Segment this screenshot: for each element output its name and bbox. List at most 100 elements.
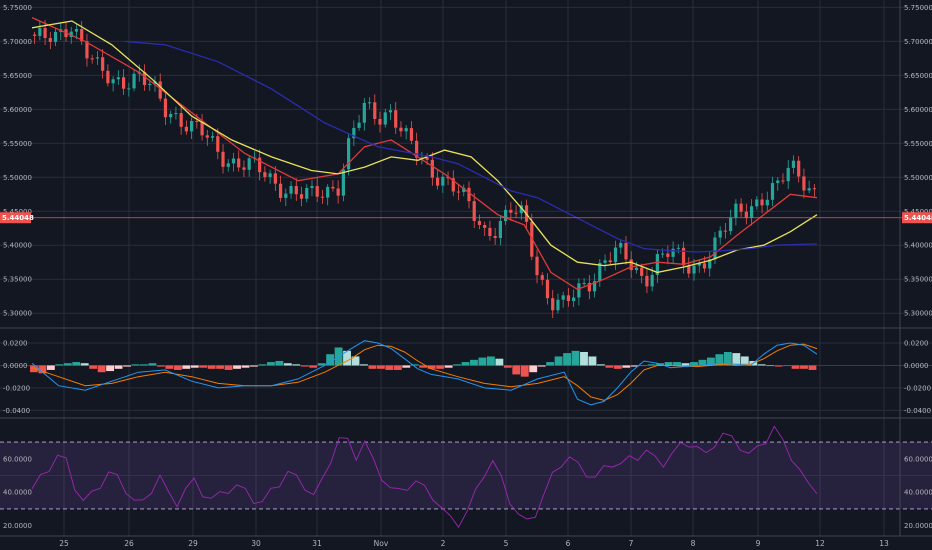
- candle-body: [446, 176, 450, 179]
- rsi-tick-label: 40.0000: [3, 489, 32, 497]
- candle-body: [95, 57, 100, 59]
- candle-body: [493, 235, 497, 238]
- macd-histogram-bar: [402, 365, 411, 368]
- candle-body: [477, 220, 482, 225]
- candle-body: [221, 151, 225, 167]
- price-panel[interactable]: [0, 17, 932, 318]
- date-tick-label: Nov: [374, 539, 389, 548]
- moving-average-line: [125, 40, 818, 253]
- macd-histogram-bar: [723, 351, 732, 366]
- candle-body: [347, 138, 351, 170]
- date-tick-label: 26: [124, 539, 134, 548]
- macd-histogram-bar: [241, 365, 250, 368]
- macd-histogram-bar: [520, 365, 529, 377]
- macd-tick-label: -0.0200: [3, 384, 30, 392]
- candle-body: [367, 102, 372, 104]
- macd-tick-label: -0.0400: [904, 407, 931, 415]
- candle-body: [556, 299, 560, 311]
- candle-body: [472, 201, 476, 221]
- macd-histogram-bar: [360, 364, 368, 366]
- macd-tick-label: -0.0200: [904, 384, 931, 392]
- candle-body: [770, 183, 775, 200]
- rsi-panel[interactable]: [0, 425, 932, 529]
- candle-body: [462, 187, 466, 193]
- macd-histogram-bar: [123, 365, 131, 367]
- macd-histogram-bar: [114, 365, 123, 369]
- candle-body: [305, 188, 309, 199]
- candle-body: [341, 169, 345, 196]
- candle-body: [205, 135, 209, 138]
- candle-body: [483, 224, 487, 228]
- candle-body: [713, 237, 717, 260]
- panel-separators[interactable]: [0, 0, 932, 537]
- macd-histogram-bar: [343, 350, 351, 366]
- candle-body: [237, 158, 241, 168]
- candle-body: [587, 282, 591, 292]
- macd-tick-label: 0.0200: [904, 339, 929, 347]
- candle-body: [310, 186, 314, 189]
- macd-histogram-bar: [537, 365, 546, 367]
- candle-body: [179, 113, 183, 127]
- macd-histogram-bar: [80, 363, 89, 366]
- price-tick-label: 5.75000: [3, 4, 32, 12]
- candle-body: [509, 209, 513, 213]
- last-price-tag: [902, 212, 932, 224]
- candle-body: [216, 136, 220, 152]
- price-tick-label: 5.30000: [904, 310, 932, 318]
- macd-histogram-bar: [732, 353, 741, 366]
- price-tick-label: 5.70000: [3, 38, 32, 46]
- price-tick-label: 5.60000: [904, 106, 932, 114]
- candle-body: [258, 157, 262, 173]
- candle-body: [456, 191, 461, 193]
- macd-histogram-bar: [766, 365, 775, 367]
- date-tick-label: 31: [312, 539, 322, 548]
- candle-body: [101, 57, 105, 71]
- candle-body: [326, 186, 330, 198]
- macd-histogram-bar: [563, 353, 571, 366]
- macd-histogram-bar: [529, 365, 538, 373]
- candle-body: [718, 230, 722, 238]
- candle-body: [163, 98, 168, 118]
- macd-histogram-bar: [376, 365, 385, 369]
- macd-histogram-bar: [478, 357, 487, 366]
- macd-panel[interactable]: [30, 340, 818, 406]
- candle-body: [43, 27, 47, 38]
- candle-body: [121, 77, 126, 89]
- macd-histogram-bar: [410, 364, 419, 366]
- candle-body: [132, 73, 136, 89]
- macd-histogram-bar: [571, 350, 580, 366]
- macd-histogram-bar: [38, 365, 47, 374]
- macd-histogram-bar: [681, 363, 690, 366]
- candle-body: [535, 256, 539, 276]
- candle-body: [430, 159, 434, 178]
- price-tick-label: 5.40000: [904, 242, 932, 250]
- candle-body: [645, 275, 649, 287]
- macd-histogram-bar: [266, 362, 275, 366]
- macd-histogram-bar: [106, 365, 115, 372]
- candle-body: [729, 217, 733, 232]
- macd-histogram-bar: [140, 364, 148, 366]
- date-tick-label: 2: [441, 539, 446, 548]
- candle-body: [608, 260, 612, 263]
- macd-tick-label: 0.0000: [3, 362, 28, 370]
- candle-body: [111, 79, 115, 84]
- last-price-tag-label: 5.44048: [904, 214, 932, 222]
- candle-body: [116, 77, 120, 80]
- moving-average-line: [31, 17, 818, 291]
- candle-body: [142, 72, 147, 86]
- candle-body: [231, 158, 236, 164]
- macd-histogram-bar: [156, 365, 165, 367]
- macd-signal-line: [31, 343, 818, 401]
- rsi-tick-label: 60.0000: [3, 455, 32, 463]
- candle-body: [681, 247, 686, 266]
- candle-body: [661, 253, 665, 255]
- candle-body: [53, 31, 58, 42]
- candle-body: [336, 188, 340, 196]
- macd-tick-label: 0.0200: [3, 339, 28, 347]
- candle-body: [388, 110, 393, 113]
- macd-histogram-bar: [622, 365, 631, 368]
- candle-body: [415, 140, 419, 158]
- candle-body: [299, 194, 304, 199]
- macd-histogram-bar: [351, 356, 360, 366]
